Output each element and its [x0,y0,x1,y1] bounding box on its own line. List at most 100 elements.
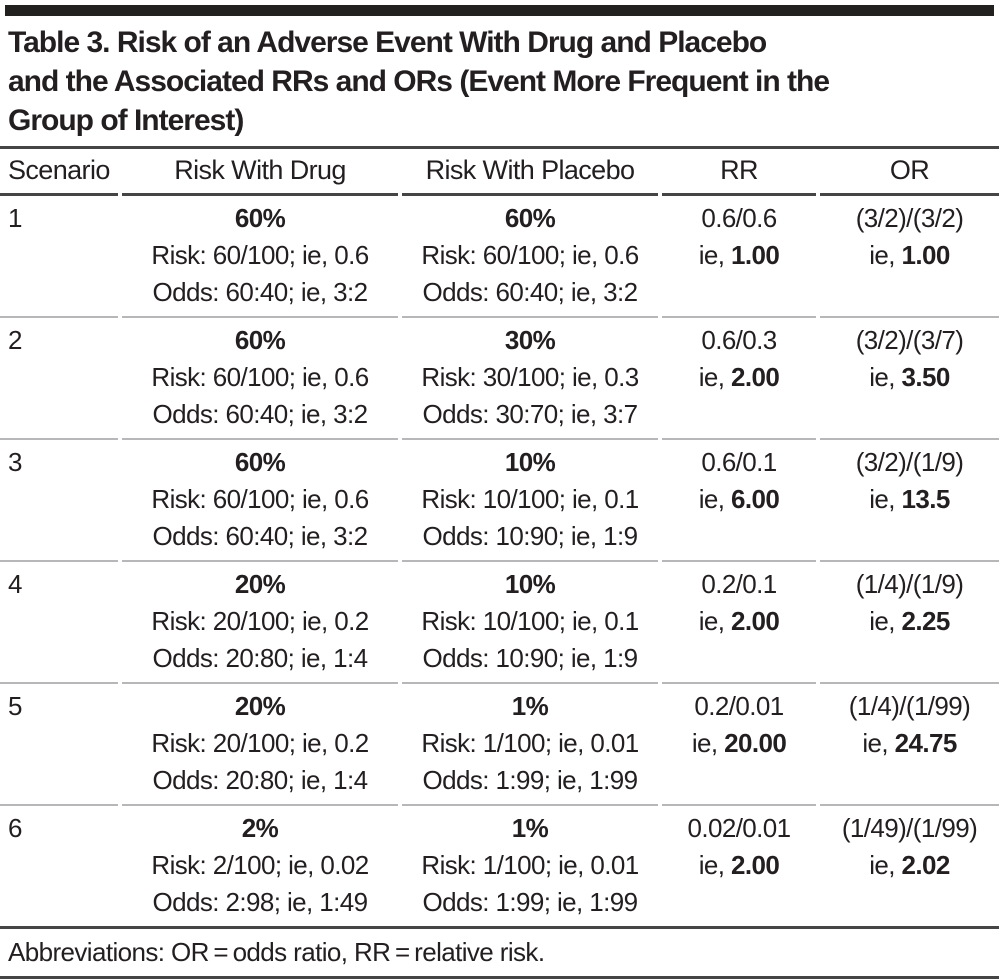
or-value: 2.25 [901,606,951,636]
drug-risk-detail: Risk: 60/100; ie, 0.6 [151,240,369,270]
drug-risk-percent: 60% [234,203,286,233]
rr-cell: 0.6/0.1 ie, 6.00 [662,438,816,560]
rr-cell: 0.6/0.3 ie, 2.00 [662,316,816,438]
rr-result: ie, 20.00 [662,725,816,762]
or-formula: (1/4)/(1/99) [848,691,971,721]
or-cell: (1/4)/(1/99) ie, 24.75 [820,682,999,804]
placebo-risk-detail: Risk: 10/100; ie, 0.1 [421,606,639,636]
rr-ie-prefix: ie, [691,728,725,758]
or-ie-prefix: ie, [869,484,902,514]
table-title-line-2: and the Associated RRs and ORs (Event Mo… [8,65,830,98]
or-formula: (1/4)/(1/9) [855,569,964,599]
risk-with-placebo-cell: 1% Risk: 1/100; ie, 0.01 Odds: 1:99; ie,… [402,804,658,926]
rr-cell: 0.2/0.01 ie, 20.00 [662,682,816,804]
or-value: 1.00 [901,240,951,270]
rr-result: ie, 1.00 [662,237,816,274]
or-result: ie, 3.50 [820,359,999,396]
drug-odds-detail: Odds: 60:40; ie, 3:2 [152,521,369,551]
rr-formula: 0.6/0.3 [701,325,777,355]
drug-risk-detail: Risk: 60/100; ie, 0.6 [151,484,369,514]
or-cell: (3/2)/(3/2) ie, 1.00 [820,196,999,316]
rr-cell: 0.2/0.1 ie, 2.00 [662,560,816,682]
placebo-odds-detail: Odds: 1:99; ie, 1:99 [422,765,639,795]
rr-value: 20.00 [724,728,787,758]
risk-with-drug-cell: 60% Risk: 60/100; ie, 0.6 Odds: 60:40; i… [122,196,398,316]
risk-with-drug-cell: 20% Risk: 20/100; ie, 0.2 Odds: 20:80; i… [122,682,398,804]
rr-ie-prefix: ie, [698,240,732,270]
rr-value: 6.00 [731,484,780,514]
scenario-number: 3 [0,438,118,560]
placebo-risk-detail: Risk: 1/100; ie, 0.01 [421,728,639,758]
table-row-scenario-6: 6 2% Risk: 2/100; ie, 0.02 Odds: 2:98; i… [0,804,999,926]
scenario-number: 2 [0,316,118,438]
table-row-scenario-4: 4 20% Risk: 20/100; ie, 0.2 Odds: 20:80;… [0,560,999,682]
scenario-number: 5 [0,682,118,804]
table-row-scenario-5: 5 20% Risk: 20/100; ie, 0.2 Odds: 20:80;… [0,682,999,804]
placebo-odds-detail: Odds: 60:40; ie, 3:2 [422,277,639,307]
column-header-or: OR [820,149,999,196]
drug-odds-detail: Odds: 60:40; ie, 3:2 [152,399,369,429]
drug-risk-detail: Risk: 20/100; ie, 0.2 [151,606,369,636]
placebo-odds-detail: Odds: 1:99; ie, 1:99 [422,887,639,917]
risk-with-drug-cell: 60% Risk: 60/100; ie, 0.6 Odds: 60:40; i… [122,316,398,438]
or-value: 13.5 [901,484,951,514]
rr-ie-prefix: ie, [698,484,732,514]
rr-formula: 0.2/0.1 [701,569,777,599]
top-accent-bar [5,5,994,16]
or-formula: (1/49)/(1/99) [841,813,978,843]
drug-risk-percent: 60% [234,325,286,355]
rr-value: 2.00 [731,850,780,880]
or-ie-prefix: ie, [869,240,902,270]
or-result: ie, 2.02 [820,847,999,884]
placebo-risk-detail: Risk: 30/100; ie, 0.3 [421,362,639,392]
scenario-number: 1 [8,203,22,233]
rr-ie-prefix: ie, [698,850,732,880]
table-title: Table 3. Risk of an Adverse Event With D… [0,16,999,149]
placebo-risk-percent: 1% [511,813,549,843]
or-formula: (3/2)/(3/2) [855,203,964,233]
rr-ie-prefix: ie, [698,362,732,392]
drug-odds-detail: Odds: 20:80; ie, 1:4 [152,765,369,795]
or-ie-prefix: ie, [869,362,902,392]
column-header-scenario: Scenario [0,149,118,196]
rr-result: ie, 2.00 [662,359,816,396]
or-value: 2.02 [901,850,951,880]
table-title-line-3: Group of Interest) [8,104,244,137]
risk-with-placebo-cell: 10% Risk: 10/100; ie, 0.1 Odds: 10:90; i… [402,438,658,560]
abbreviations-note: Abbreviations: OR = odds ratio, RR = rel… [0,926,999,979]
or-ie-prefix: ie, [862,728,895,758]
placebo-odds-detail: Odds: 10:90; ie, 1:9 [422,521,639,551]
or-result: ie, 24.75 [820,725,999,762]
rr-result: ie, 2.00 [662,603,816,640]
or-ie-prefix: ie, [869,850,902,880]
or-value: 24.75 [894,728,958,758]
drug-odds-detail: Odds: 2:98; ie, 1:49 [152,887,369,917]
table-title-line-1: Table 3. Risk of an Adverse Event With D… [8,26,767,59]
placebo-risk-detail: Risk: 60/100; ie, 0.6 [421,240,639,270]
rr-cell: 0.02/0.01 ie, 2.00 [662,804,816,926]
drug-risk-percent: 2% [241,813,279,843]
placebo-risk-percent: 10% [504,569,556,599]
or-value: 3.50 [901,362,951,392]
risk-with-drug-cell: 60% Risk: 60/100; ie, 0.6 Odds: 60:40; i… [122,438,398,560]
risk-with-drug-cell: 2% Risk: 2/100; ie, 0.02 Odds: 2:98; ie,… [122,804,398,926]
column-header-risk-drug: Risk With Drug [122,149,398,196]
drug-risk-percent: 20% [234,569,286,599]
rr-ie-prefix: ie, [698,606,732,636]
risk-with-placebo-cell: 10% Risk: 10/100; ie, 0.1 Odds: 10:90; i… [402,560,658,682]
or-result: ie, 2.25 [820,603,999,640]
drug-risk-percent: 60% [234,447,286,477]
placebo-risk-detail: Risk: 10/100; ie, 0.1 [421,484,639,514]
rr-formula: 0.6/0.1 [701,447,777,477]
rr-result: ie, 6.00 [662,481,816,518]
rr-value: 2.00 [731,606,780,636]
risk-with-drug-cell: 20% Risk: 20/100; ie, 0.2 Odds: 20:80; i… [122,560,398,682]
or-result: ie, 1.00 [820,237,999,274]
rr-cell: 0.6/0.6 ie, 1.00 [662,196,816,316]
rr-formula: 0.2/0.01 [694,691,784,721]
rr-formula: 0.6/0.6 [701,203,777,233]
or-cell: (3/2)/(3/7) ie, 3.50 [820,316,999,438]
drug-risk-percent: 20% [234,691,286,721]
placebo-odds-detail: Odds: 10:90; ie, 1:9 [422,643,639,673]
